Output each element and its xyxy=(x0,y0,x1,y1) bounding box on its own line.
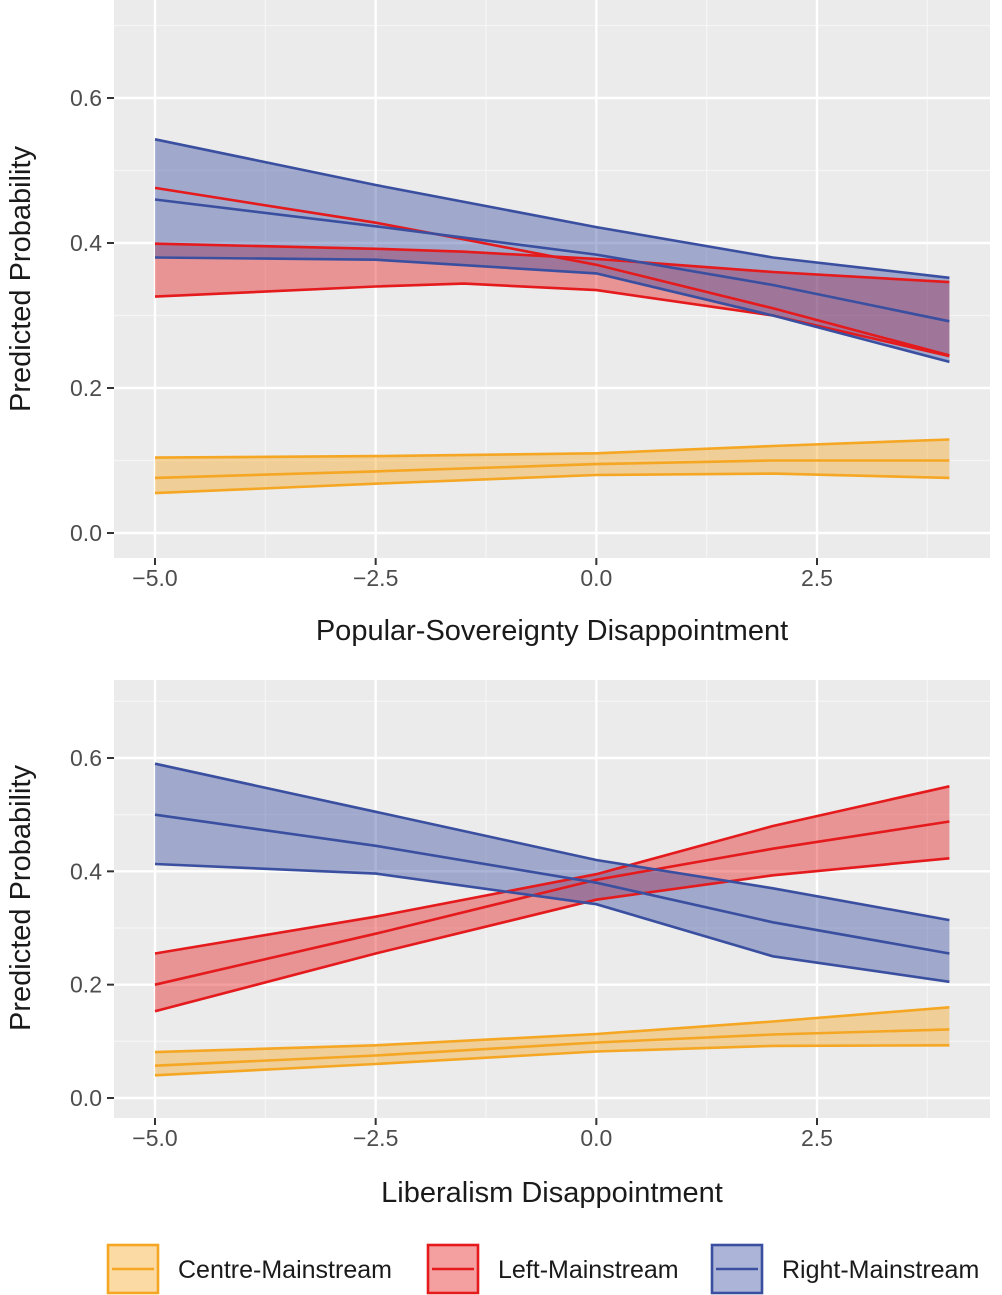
y-tick-label: 0.0 xyxy=(70,520,102,546)
ci-bound-upper-centre-mainstream xyxy=(154,1006,950,1054)
y-tick-label: 0.4 xyxy=(70,230,102,256)
x-tick-label: −2.5 xyxy=(353,565,398,591)
ci-bound-lower-right-mainstream xyxy=(154,862,950,984)
ci-bound-upper-left-mainstream xyxy=(154,242,950,284)
ci-bound-upper-centre-mainstream xyxy=(154,438,950,459)
ci-ribbon-right-mainstream xyxy=(155,763,950,982)
ci-bound-lower-centre-mainstream xyxy=(154,1044,950,1077)
ci-ribbon-left-mainstream xyxy=(155,243,950,357)
fit-line-right-mainstream xyxy=(154,813,950,955)
y-tick-label: 0.6 xyxy=(70,85,102,111)
ci-ribbon-right-mainstream xyxy=(155,139,950,362)
fit-line-centre-mainstream xyxy=(154,459,950,480)
fit-line-left-mainstream xyxy=(154,186,950,357)
x-axis-title: Liberalism Disappointment xyxy=(381,1177,723,1209)
fit-line-centre-mainstream xyxy=(154,1028,950,1067)
bottom-panel: 0.0 0.2 0.4 0.6 −5.0 −2.5 0.0 2.5 Liberalism Dis… xyxy=(5,680,990,1209)
ci-bound-lower-centre-mainstream xyxy=(154,472,950,495)
y-tick-label: 0.6 xyxy=(70,745,102,771)
fit-line-left-mainstream xyxy=(154,820,950,986)
legend: Centre-Mainstream Left-Mainstream Right-Ma… xyxy=(106,1243,979,1295)
y-tick-label: 0.2 xyxy=(70,972,102,998)
ci-bound-lower-right-mainstream xyxy=(154,256,950,364)
fit-line-right-mainstream xyxy=(154,198,950,323)
top-panel: 0.0 0.2 0.4 0.6 −5.0 −2.5 0.0 2.5 Popular-Sovere… xyxy=(5,0,990,647)
y-tick-label: 0.2 xyxy=(70,375,102,401)
ci-bound-lower-left-mainstream xyxy=(154,857,950,1013)
ci-bound-upper-right-mainstream xyxy=(154,762,950,922)
legend-label: Left-Mainstream xyxy=(498,1256,679,1284)
x-tick-label: −5.0 xyxy=(132,1125,177,1151)
ci-bound-upper-right-mainstream xyxy=(154,138,950,280)
y-tick-label: 0.0 xyxy=(70,1085,102,1111)
x-tick-label: 0.0 xyxy=(580,1125,612,1151)
ci-bound-upper-left-mainstream xyxy=(154,785,950,955)
legend-label: Centre-Mainstream xyxy=(178,1256,392,1284)
legend-label: Right-Mainstream xyxy=(782,1256,979,1284)
x-tick-label: −2.5 xyxy=(353,1125,398,1151)
x-tick-label: 2.5 xyxy=(801,1125,833,1151)
y-axis-title: Predicted Probability xyxy=(5,765,37,1031)
x-tick-label: −5.0 xyxy=(132,565,177,591)
x-axis-title: Popular-Sovereignty Disappointment xyxy=(316,615,788,647)
x-tick-label: 0.0 xyxy=(580,565,612,591)
y-tick-label: 0.4 xyxy=(70,858,102,884)
x-tick-label: 2.5 xyxy=(801,565,833,591)
y-axis-title: Predicted Probability xyxy=(5,146,37,412)
